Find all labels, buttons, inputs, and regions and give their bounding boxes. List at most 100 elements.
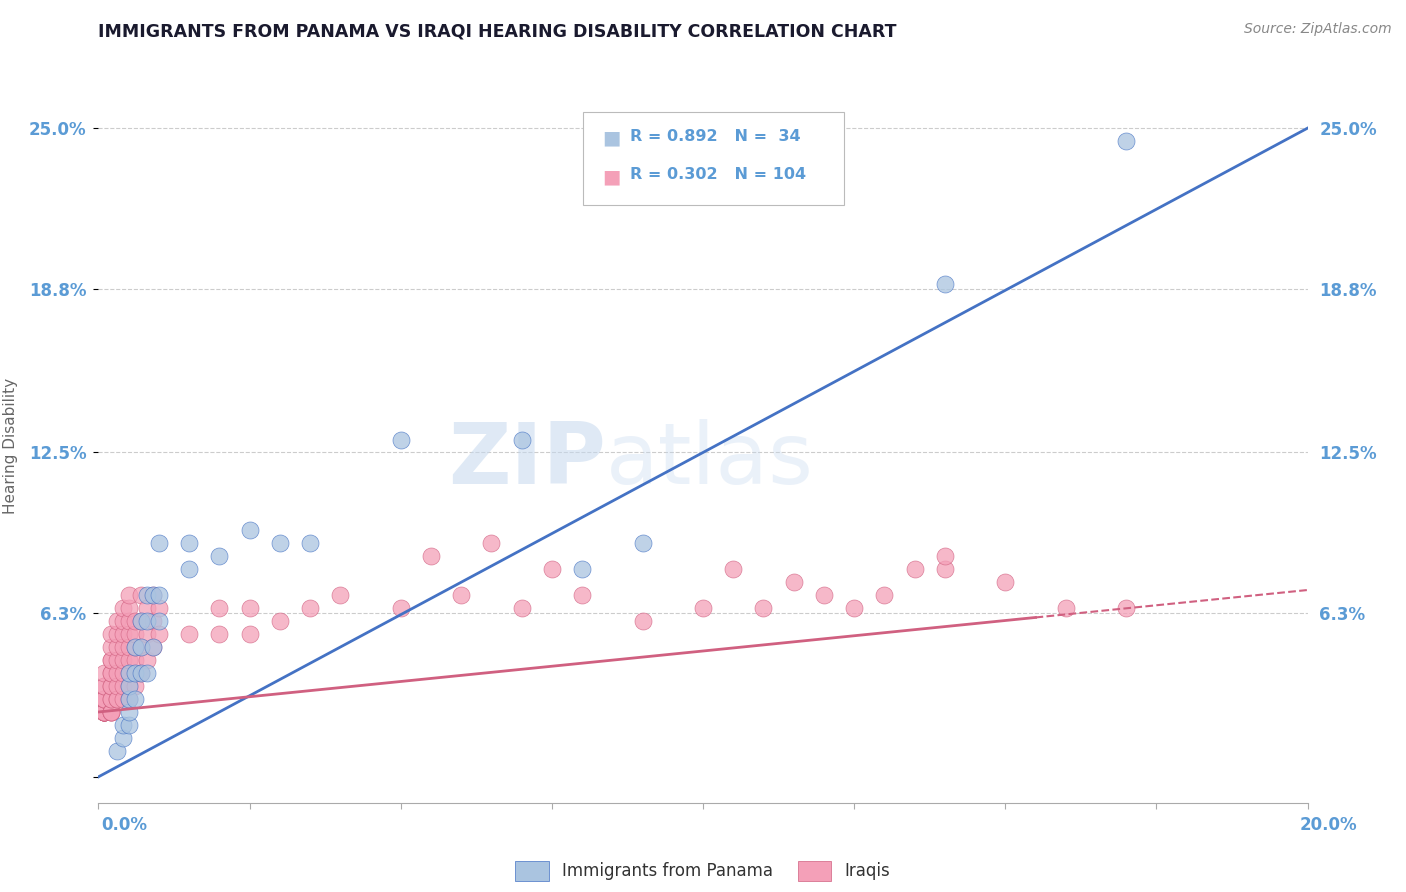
Point	[129, 614, 152, 628]
Point	[129, 614, 152, 628]
Point	[93, 705, 115, 719]
Point	[118, 588, 141, 602]
Point	[93, 705, 115, 719]
Point	[93, 705, 115, 719]
Point	[783, 575, 806, 590]
Point	[813, 588, 835, 602]
Point	[142, 640, 165, 654]
Point	[135, 653, 157, 667]
Point	[148, 588, 170, 602]
Point	[93, 705, 115, 719]
Point	[93, 705, 115, 719]
Point	[329, 588, 352, 602]
Point	[124, 679, 146, 693]
Point	[93, 692, 115, 706]
Point	[111, 627, 134, 641]
Point	[124, 653, 146, 667]
Point	[148, 627, 170, 641]
Point	[111, 640, 134, 654]
Text: ZIP: ZIP	[449, 418, 606, 502]
Point	[118, 679, 141, 693]
Point	[208, 549, 231, 564]
Point	[100, 679, 122, 693]
Point	[540, 562, 562, 576]
Point	[100, 692, 122, 706]
Point	[148, 614, 170, 628]
Point	[100, 666, 122, 681]
Point	[118, 601, 141, 615]
Point	[239, 601, 262, 615]
Point	[100, 705, 122, 719]
Point	[208, 627, 231, 641]
Point	[481, 536, 503, 550]
Point	[93, 705, 115, 719]
Text: ■: ■	[602, 128, 620, 148]
Point	[1115, 601, 1137, 615]
Point	[1054, 601, 1077, 615]
Point	[93, 679, 115, 693]
Point	[934, 277, 956, 291]
Point	[93, 705, 115, 719]
Text: R = 0.892   N =  34: R = 0.892 N = 34	[630, 129, 800, 144]
Point	[129, 640, 152, 654]
Point	[994, 575, 1017, 590]
Point	[124, 627, 146, 641]
Point	[100, 653, 122, 667]
Text: atlas: atlas	[606, 418, 814, 502]
Point	[752, 601, 775, 615]
Point	[510, 433, 533, 447]
Point	[135, 601, 157, 615]
Point	[100, 705, 122, 719]
Point	[105, 653, 128, 667]
Point	[118, 614, 141, 628]
Point	[105, 679, 128, 693]
Point	[118, 718, 141, 732]
Point	[389, 433, 412, 447]
Point	[100, 666, 122, 681]
Point	[111, 731, 134, 745]
Point	[93, 705, 115, 719]
Point	[105, 666, 128, 681]
Point	[100, 692, 122, 706]
Point	[135, 627, 157, 641]
Point	[93, 705, 115, 719]
Point	[100, 653, 122, 667]
Point	[118, 692, 141, 706]
Point	[100, 627, 122, 641]
Point	[118, 640, 141, 654]
Legend: Immigrants from Panama, Iraqis: Immigrants from Panama, Iraqis	[509, 855, 897, 888]
Point	[450, 588, 472, 602]
Point	[105, 627, 128, 641]
Point	[148, 601, 170, 615]
Point	[135, 666, 157, 681]
Point	[692, 601, 714, 615]
Point	[111, 653, 134, 667]
Point	[142, 588, 165, 602]
Point	[105, 614, 128, 628]
Text: Source: ZipAtlas.com: Source: ZipAtlas.com	[1244, 22, 1392, 37]
Point	[179, 627, 201, 641]
Point	[100, 640, 122, 654]
Point	[111, 692, 134, 706]
Point	[631, 614, 654, 628]
Text: ■: ■	[602, 167, 620, 186]
Point	[148, 536, 170, 550]
Point	[135, 588, 157, 602]
Point	[129, 588, 152, 602]
Point	[142, 640, 165, 654]
Text: 20.0%: 20.0%	[1299, 815, 1357, 833]
Point	[124, 666, 146, 681]
Point	[631, 536, 654, 550]
Point	[135, 614, 157, 628]
Point	[299, 601, 322, 615]
Point	[510, 601, 533, 615]
Point	[571, 562, 593, 576]
Text: 0.0%: 0.0%	[101, 815, 148, 833]
Point	[93, 692, 115, 706]
Point	[299, 536, 322, 550]
Point	[100, 705, 122, 719]
Point	[239, 524, 262, 538]
Point	[118, 666, 141, 681]
Point	[93, 705, 115, 719]
Point	[118, 666, 141, 681]
